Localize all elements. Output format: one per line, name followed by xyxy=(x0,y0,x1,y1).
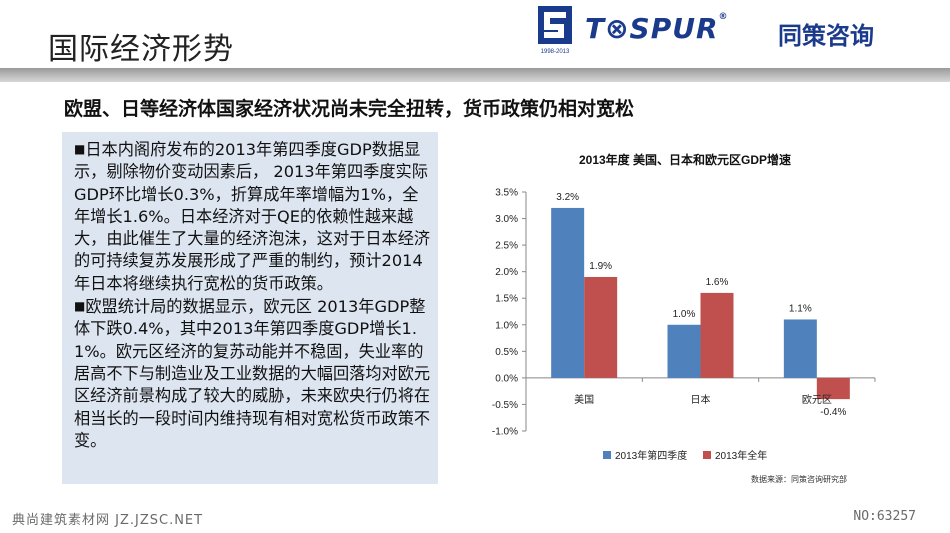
data-label: 1.9% xyxy=(589,261,612,272)
gdp-chart-svg: 2013年度 美国、日本和欧元区GDP增速 3.5% 3.0% 2.5% 2.0% 1.5… xyxy=(492,152,876,484)
bar-full-year xyxy=(700,292,734,378)
y-tick-label: 1.5% xyxy=(495,294,518,305)
watermark-left: 典尚建筑素材网 JZ.JZSC.NET xyxy=(12,513,204,528)
watermark-right: NO:63257 xyxy=(853,509,916,524)
logo-emblem-icon: 1998-2013 xyxy=(532,4,578,60)
bar-q4 xyxy=(667,324,701,378)
gdp-chart: 2013年度 美国、日本和欧元区GDP增速 3.5% 3.0% 2.5% 2.0% 1.5… xyxy=(470,142,900,492)
legend-label: 2013年全年 xyxy=(715,449,767,462)
y-tick-label: -0.5% xyxy=(492,400,518,411)
logo-emblem-caption: 1998-2013 xyxy=(541,49,570,55)
legend-label: 2013年第四季度 xyxy=(615,449,687,462)
logo-chinese-name: 同策咨询 xyxy=(778,22,874,50)
legend-swatch xyxy=(703,451,711,459)
text-panel: ■日本内阁府发布的2013年第四季度GDP数据显示，剔除物价变动因素后， 201… xyxy=(62,132,438,484)
paragraph-japan: ■日本内阁府发布的2013年第四季度GDP数据显示，剔除物价变动因素后， 201… xyxy=(74,138,432,295)
logo-brand-name: T⊗SPUR xyxy=(585,12,719,45)
category-label: 日本 xyxy=(691,393,711,406)
category-label: 欧元区 xyxy=(802,394,832,406)
logo-brand-text: T⊗SPUR® xyxy=(585,12,729,45)
category-label: 美国 xyxy=(574,393,594,406)
chart-title: 2013年度 美国、日本和欧元区GDP增速 xyxy=(579,152,791,167)
paragraph-eurozone-text: 欧盟统计局的数据显示，欧元区 2013年GDP整体下跌0.4%，其中2013年第… xyxy=(74,297,431,450)
y-tick-label: 0.5% xyxy=(495,347,518,358)
y-tick-label: 2.5% xyxy=(495,241,518,252)
bar-full-year xyxy=(584,276,618,378)
bullet-square-icon: ■ xyxy=(74,299,86,314)
registered-mark: ® xyxy=(718,12,729,22)
bar-full-year xyxy=(816,377,850,400)
y-tick-label: 3.5% xyxy=(495,188,518,199)
slide-title: 国际经济形势 xyxy=(48,32,234,67)
y-tick-label: 0.0% xyxy=(495,373,518,384)
bar-q4 xyxy=(783,319,817,378)
y-tick-label: 2.0% xyxy=(495,267,518,278)
legend-swatch xyxy=(603,451,611,459)
paragraph-eurozone: ■欧盟统计局的数据显示，欧元区 2013年GDP整体下跌0.4%，其中2013年… xyxy=(74,295,432,452)
data-label: -0.4% xyxy=(820,407,846,418)
bullet-square-icon: ■ xyxy=(74,142,86,156)
data-label: 1.0% xyxy=(673,309,696,320)
slide-subtitle: 欧盟、日等经济体国家经济状况尚未完全扭转，货币政策仍相对宽松 xyxy=(64,98,635,120)
header-band xyxy=(0,68,950,82)
y-tick-label: 3.0% xyxy=(495,214,518,225)
paragraph-japan-text: 日本内阁府发布的2013年第四季度GDP数据显示，剔除物价变动因素后， 2013… xyxy=(74,140,431,293)
data-label: 3.2% xyxy=(556,192,579,203)
data-label: 1.6% xyxy=(706,277,729,288)
y-tick-label: -1.0% xyxy=(492,427,518,438)
source-note: 数据来源：同策咨询研究部 xyxy=(751,474,847,484)
bar-q4 xyxy=(551,207,585,378)
y-tick-label: 1.0% xyxy=(495,320,518,331)
data-label: 1.1% xyxy=(789,303,812,314)
